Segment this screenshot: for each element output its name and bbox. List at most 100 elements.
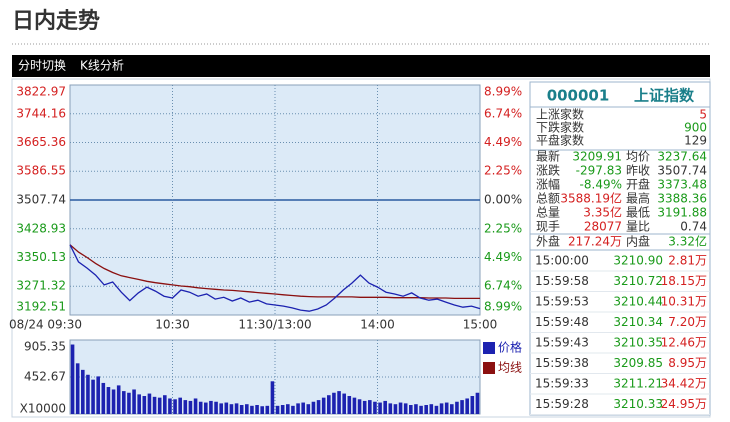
quote-code: 000001	[547, 87, 610, 105]
volume-bar	[321, 397, 326, 414]
stat-label: 开盘	[626, 177, 650, 192]
legend-label: 均线	[498, 361, 522, 375]
volume-bar	[152, 396, 157, 414]
x-tick-label: 14:00	[360, 318, 395, 332]
legend-swatch	[483, 342, 495, 354]
volume-bar	[250, 405, 254, 414]
volume-bar	[311, 401, 316, 414]
volume-bar	[204, 402, 208, 414]
y-tick-label: 3192.51	[16, 300, 66, 314]
y2-tick-label: 0.00%	[484, 193, 522, 207]
stat-value: 3373.48	[657, 178, 707, 192]
volume-bar	[424, 405, 428, 414]
volume-bar	[188, 400, 193, 414]
volume-bar	[388, 403, 393, 414]
stat-value: 28077	[584, 220, 622, 234]
x-tick-label: 15:00	[463, 318, 498, 332]
trade-time: 15:59:53	[535, 295, 589, 309]
stat-label: 现手	[536, 220, 560, 234]
stat-label: 涨幅	[536, 177, 560, 192]
volume-bar	[132, 389, 136, 414]
flow-label: 内盘	[626, 234, 650, 249]
y-tick-label: 3507.74	[16, 193, 66, 207]
volume-bar	[239, 405, 244, 414]
volume-bar	[398, 402, 403, 414]
flow-value: 3.32亿	[668, 234, 707, 249]
y-tick-label: 452.67	[24, 370, 66, 384]
trade-time: 15:59:58	[535, 274, 589, 288]
volume-bar	[91, 379, 95, 414]
trade-time: 15:59:38	[535, 356, 589, 370]
y2-tick-label: 6.74%	[484, 106, 522, 120]
volume-bar	[378, 402, 382, 414]
volume-bar	[101, 382, 106, 414]
stat-value: 3209.91	[572, 150, 622, 164]
stat-label: 最新	[536, 149, 560, 164]
volume-bar	[280, 405, 285, 414]
volume-bar	[368, 400, 372, 414]
volume-bar	[414, 404, 418, 414]
stat-label: 最低	[626, 206, 650, 220]
y-tick-label: X10000	[20, 402, 66, 416]
trade-price: 3210.72	[613, 274, 663, 288]
volume-bar	[198, 401, 203, 414]
stat-label: 下跌家数	[536, 120, 584, 135]
volume-bar	[450, 404, 454, 414]
stat-value: 900	[684, 121, 707, 135]
stat-label: 总额	[536, 192, 560, 206]
y-tick-label: 3428.93	[16, 221, 66, 235]
trade-price: 3210.33	[613, 397, 663, 411]
trade-time: 15:00:00	[535, 254, 589, 268]
series-line	[69, 244, 480, 300]
volume-bar	[219, 403, 223, 414]
volume-bar	[245, 404, 249, 414]
volume-bar	[465, 398, 469, 414]
y2-tick-label: 4.49%	[484, 135, 522, 149]
volume-bar	[214, 401, 218, 414]
stat-label: 均价	[626, 150, 650, 164]
volume-bar	[357, 399, 362, 414]
volume-bar	[111, 389, 116, 414]
quote-panel	[529, 81, 711, 416]
volume-bar	[347, 396, 352, 414]
y2-tick-label: 2.25%	[484, 221, 522, 235]
volume-bar	[86, 374, 90, 414]
flow-label: 外盘	[536, 234, 560, 249]
tab[interactable]: 分时切换	[18, 59, 66, 73]
stat-label: 量比	[626, 220, 650, 234]
volume-bar	[224, 402, 229, 414]
trade-time: 15:59:43	[535, 336, 589, 350]
volume-bar	[383, 400, 387, 414]
volume-bar	[296, 403, 300, 414]
stat-label: 昨收	[626, 164, 650, 178]
stat-value: 3507.74	[657, 164, 707, 178]
stat-label: 上涨家数	[536, 107, 584, 122]
volume-bar	[75, 363, 80, 414]
volume-bar	[178, 397, 182, 414]
volume-bar	[460, 400, 464, 414]
y2-tick-label: 2.25%	[484, 164, 522, 178]
y-tick-label: 3586.55	[16, 164, 66, 178]
volume-bar	[306, 404, 311, 414]
stat-value: 3.35亿	[583, 205, 622, 220]
flow-value: 217.24万	[568, 235, 622, 249]
stat-value: 3237.64	[657, 150, 707, 164]
volume-bar	[81, 369, 85, 414]
legend-swatch	[483, 362, 495, 374]
tab-bar	[12, 55, 710, 77]
stat-value: 5	[699, 108, 707, 122]
tab[interactable]: K线分析	[80, 59, 124, 73]
trade-volume: 2.81万	[668, 254, 707, 268]
trade-volume: 34.42万	[661, 377, 707, 391]
volume-bar	[260, 406, 264, 414]
volume-bar	[265, 405, 270, 414]
trade-volume: 24.95万	[661, 397, 707, 411]
y-tick-label: 905.35	[24, 340, 66, 354]
trade-price: 3210.35	[613, 336, 663, 350]
stat-value: 0.74	[680, 220, 707, 234]
volume-bar	[352, 397, 357, 414]
y-tick-label: 3350.13	[16, 250, 66, 264]
volume-bar	[157, 397, 162, 414]
volume-bar	[122, 391, 126, 414]
volume-bar	[168, 398, 172, 414]
